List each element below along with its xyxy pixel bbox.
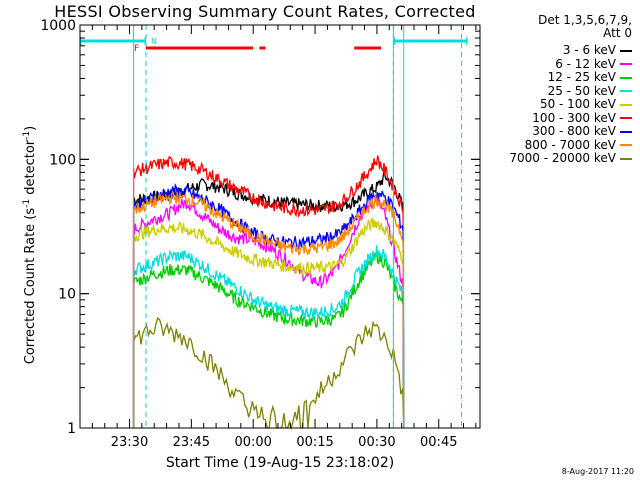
series-line-5 [132, 155, 405, 429]
y-axis-label-mid: detector [23, 139, 39, 199]
series-line-7 [132, 189, 405, 429]
legend-label: 3 - 6 keV [562, 43, 616, 57]
legend-entry-6: 300 - 800 keV [532, 125, 632, 138]
legend-swatch [620, 144, 632, 146]
legend-label: 100 - 300 keV [532, 110, 616, 125]
y-axis-label-end: ) [23, 125, 39, 131]
legend-swatch [620, 90, 632, 92]
series-line-8 [132, 317, 405, 431]
legend-label: 800 - 7000 keV [524, 137, 616, 152]
series-line-2 [132, 251, 405, 429]
legend-entry-3: 25 - 50 keV [547, 83, 632, 98]
legend-swatch [620, 103, 632, 106]
legend-swatch [620, 157, 632, 160]
series-line-3 [132, 245, 405, 429]
y-tick-label-1: 10 [58, 287, 76, 303]
legend-label: 25 - 50 keV [547, 83, 616, 98]
legend-entry-2: 12 - 25 keV [548, 71, 632, 84]
y-axis-label: Corrected Count Rate (s-1 detector-1) [22, 126, 38, 364]
x-tick-label-2: 00:00 [234, 435, 271, 450]
x-tick-label-1: 23:45 [173, 435, 210, 450]
x-tick-label-0: 23:30 [111, 435, 148, 450]
legend-entry-7: 800 - 7000 keV [524, 137, 632, 152]
x-tick-label-4: 00:30 [358, 435, 395, 450]
y-axis-label-main: Corrected Count Rate (s [23, 207, 39, 365]
y-axis-label-exp: -1 [21, 130, 32, 140]
legend-header: Det 1,3,5,6,7,9, Att 0 [538, 14, 632, 40]
legend-entry-1: 6 - 12 keV [555, 56, 632, 71]
y-tick-label-2: 100 [49, 152, 76, 168]
legend-entry-5: 100 - 300 keV [532, 110, 632, 125]
legend-label: 6 - 12 keV [555, 56, 616, 71]
chart-title: HESSI Observing Summary Count Rates, Cor… [54, 2, 476, 21]
y-axis-label-exp: -1 [21, 198, 32, 208]
legend-swatch [620, 63, 632, 65]
legend-header-detectors: Det 1,3,5,6,7,9, [538, 13, 632, 27]
legend-entry-0: 3 - 6 keV [563, 44, 632, 57]
legend-swatch [620, 130, 632, 133]
flag-label-f: F [134, 44, 139, 54]
legend-entry-8: 7000 - 20000 keV [509, 152, 632, 165]
timestamp: 8-Aug-2017 11:20 [561, 467, 634, 476]
legend-swatch [620, 76, 632, 79]
x-tick-label-5: 00:45 [420, 435, 457, 450]
legend-swatch [620, 117, 632, 119]
legend-header-attenuator: Att 0 [603, 26, 632, 40]
legend-label: 300 - 800 keV [532, 124, 616, 138]
x-tick-label-3: 00:15 [296, 435, 333, 450]
legend-swatch [620, 49, 632, 52]
plot-lines [132, 155, 405, 431]
series-line-1 [132, 197, 405, 429]
flag-label-n: N [151, 37, 157, 46]
legend-label: 7000 - 20000 keV [509, 151, 616, 165]
plot-frame [79, 24, 481, 429]
y-tick-label-0: 1 [67, 421, 76, 437]
series-line-4 [132, 217, 405, 429]
legend-label: 50 - 100 keV [539, 97, 616, 111]
axes: 1 10 100 1000 23:30 23:45 00:00 00:15 00:30 00:45 [40, 18, 481, 450]
legend-label: 12 - 25 keV [547, 70, 616, 84]
flag-bars: FN [80, 25, 468, 428]
legend-entry-4: 50 - 100 keV [540, 98, 632, 111]
y-tick-label-3: 1000 [40, 18, 76, 34]
x-axis-label: Start Time (19-Aug-15 23:18:02) [165, 455, 395, 471]
